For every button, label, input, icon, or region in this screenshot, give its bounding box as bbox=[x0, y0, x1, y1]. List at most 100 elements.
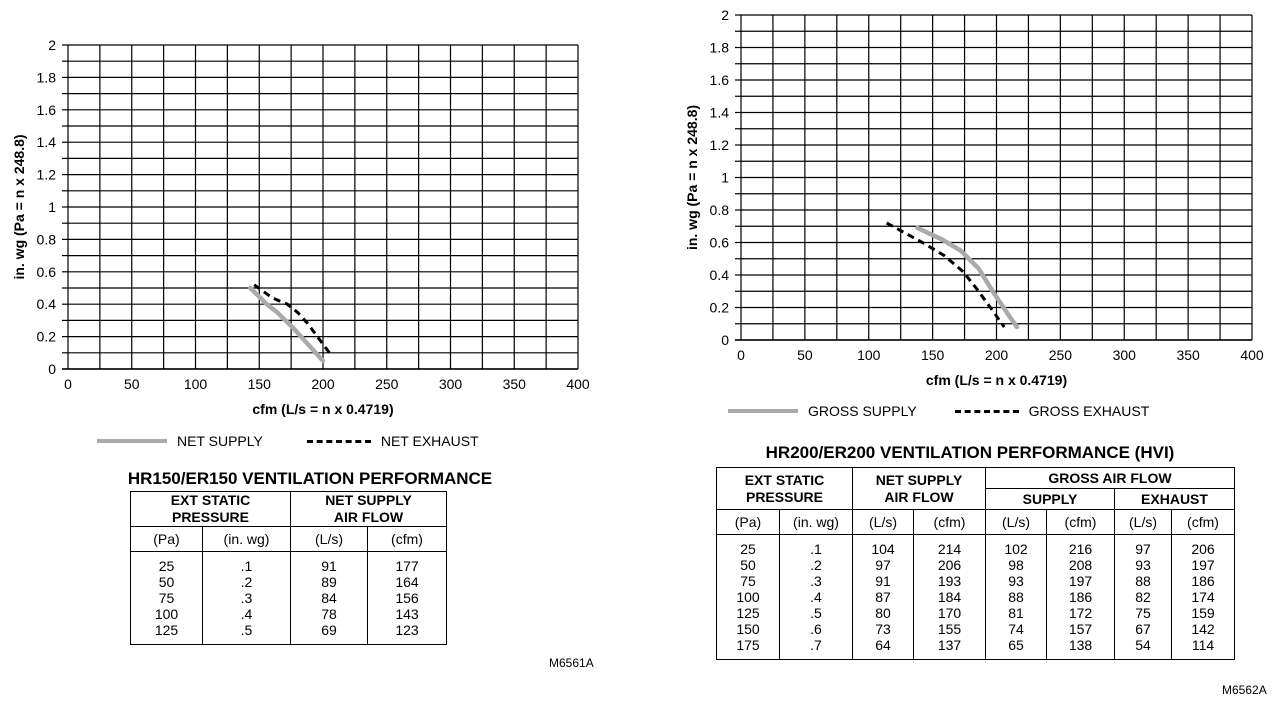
unit-header: (cfm) bbox=[367, 526, 447, 552]
table-cell: 208 bbox=[1046, 557, 1115, 573]
legend-swatch-net-exhaust bbox=[306, 439, 371, 443]
table-cell: 84 bbox=[290, 590, 368, 606]
y-tick-label: 0.4 bbox=[37, 296, 57, 312]
table-cell: 78 bbox=[290, 606, 368, 622]
header-net-supply-air-flow: NET SUPPLY AIR FLOW bbox=[852, 467, 986, 510]
x-axis-label: cfm (L/s = n x 0.4719) bbox=[926, 372, 1067, 388]
unit-header: (in. wg) bbox=[202, 526, 291, 552]
table-cell: 25 bbox=[716, 534, 780, 557]
x-tick-label: 250 bbox=[375, 376, 399, 392]
y-axis-label: in. wg (Pa = n x 248.8) bbox=[11, 134, 27, 279]
table-cell: .7 bbox=[779, 637, 853, 660]
table-cell: 65 bbox=[985, 637, 1047, 660]
table-cell: 87 bbox=[852, 589, 914, 605]
x-tick-label: 350 bbox=[1176, 347, 1200, 363]
table-row: 125.5 69 123 bbox=[130, 622, 447, 645]
table-cell: 216 bbox=[1046, 534, 1115, 557]
table-cell: 75 bbox=[1114, 605, 1172, 621]
series-line-net-supply bbox=[248, 285, 326, 364]
table-row: 175.7 64 137 65 138 54 114 bbox=[716, 637, 1235, 660]
x-tick-label: 300 bbox=[439, 376, 463, 392]
series-line-gross-supply bbox=[915, 225, 1020, 330]
table-cell: 197 bbox=[1171, 557, 1235, 573]
table-cell: 88 bbox=[1114, 573, 1172, 589]
y-tick-label: 1.8 bbox=[37, 69, 57, 85]
table-cell: 214 bbox=[913, 534, 986, 557]
table-cell: 91 bbox=[290, 551, 368, 574]
table-row: 25.1 91 177 bbox=[130, 551, 447, 574]
table-row: 50.2 97 206 98 208 93 197 bbox=[716, 557, 1235, 573]
y-tick-label: 0.2 bbox=[37, 329, 57, 345]
table-cell: 82 bbox=[1114, 589, 1172, 605]
x-tick-label: 50 bbox=[797, 347, 813, 363]
table-cell: 150 bbox=[716, 621, 780, 637]
series-line-net-exhaust bbox=[253, 283, 331, 354]
table-cell: .6 bbox=[779, 621, 853, 637]
table-cell: .2 bbox=[202, 574, 291, 590]
x-tick-label: 350 bbox=[503, 376, 527, 392]
y-tick-label: 0.2 bbox=[710, 300, 730, 316]
table-cell: .5 bbox=[202, 622, 291, 645]
table-row: 150.6 73 155 74 157 67 142 bbox=[716, 621, 1235, 637]
y-tick-label: 0 bbox=[48, 361, 56, 377]
y-tick-label: 0 bbox=[721, 332, 729, 348]
table-cell: 50 bbox=[130, 574, 203, 590]
table-cell: .3 bbox=[202, 590, 291, 606]
x-tick-label: 0 bbox=[737, 347, 745, 363]
header-net-supply-air-flow: NET SUPPLY AIR FLOW bbox=[290, 491, 447, 527]
legend-label-net-supply: NET SUPPLY bbox=[177, 433, 263, 449]
unit-header: (Pa) bbox=[130, 526, 203, 552]
table-cell: 159 bbox=[1171, 605, 1235, 621]
table-cell: 125 bbox=[130, 622, 203, 645]
table-cell: .1 bbox=[202, 551, 291, 574]
x-tick-label: 300 bbox=[1113, 347, 1137, 363]
x-tick-label: 400 bbox=[1240, 347, 1264, 363]
table-cell: 206 bbox=[1171, 534, 1235, 557]
table-cell: 64 bbox=[852, 637, 914, 660]
y-tick-label: 1.4 bbox=[710, 105, 730, 121]
table-cell: .3 bbox=[779, 573, 853, 589]
table-cell: .4 bbox=[779, 589, 853, 605]
legend-left: NET SUPPLY NET EXHAUST bbox=[97, 433, 479, 449]
x-tick-label: 100 bbox=[184, 376, 208, 392]
legend-label-gross-exhaust: GROSS EXHAUST bbox=[1028, 403, 1150, 419]
x-tick-label: 100 bbox=[857, 347, 881, 363]
legend-swatch-net-supply bbox=[97, 439, 167, 443]
y-tick-label: 1.2 bbox=[710, 137, 730, 153]
table-cell: 138 bbox=[1046, 637, 1115, 660]
unit-header: (in. wg) bbox=[779, 509, 853, 535]
table-cell: 157 bbox=[1046, 621, 1115, 637]
unit-header: (cfm) bbox=[1046, 509, 1115, 535]
figure-code-left: M6561A bbox=[549, 656, 594, 670]
table-cell: 123 bbox=[367, 622, 447, 645]
header-gross-air-flow: GROSS AIR FLOW bbox=[985, 467, 1235, 489]
header-ext-static-pressure: EXT STATIC PRESSURE bbox=[716, 467, 853, 510]
x-tick-label: 50 bbox=[124, 376, 140, 392]
table-row: 100.4 78 143 bbox=[130, 606, 447, 622]
y-tick-label: 0.6 bbox=[710, 235, 730, 251]
table-cell: 75 bbox=[716, 573, 780, 589]
table-cell: 172 bbox=[1046, 605, 1115, 621]
table-cell: 89 bbox=[290, 574, 368, 590]
table-cell: 143 bbox=[367, 606, 447, 622]
table-cell: .4 bbox=[202, 606, 291, 622]
header-ext-static-line2: PRESSURE bbox=[745, 488, 824, 505]
y-tick-label: 1.6 bbox=[37, 102, 57, 118]
table-row: 75.3 84 156 bbox=[130, 590, 447, 606]
table-cell: 174 bbox=[1171, 589, 1235, 605]
table-cell: 80 bbox=[852, 605, 914, 621]
x-axis-label: cfm (L/s = n x 0.4719) bbox=[252, 401, 393, 417]
table-cell: 114 bbox=[1171, 637, 1235, 660]
table-cell: 74 bbox=[985, 621, 1047, 637]
table-cell: .1 bbox=[779, 534, 853, 557]
table-cell: 67 bbox=[1114, 621, 1172, 637]
chart-left: 0 0.2 0.4 0.6 0.8 1 1.2 1.4 1.6 1.8 2 0 50 100 150 200 2… bbox=[11, 37, 590, 417]
y-tick-label: 1.8 bbox=[710, 40, 730, 56]
table-cell: 50 bbox=[716, 557, 780, 573]
table-cell: .2 bbox=[779, 557, 853, 573]
table-row: 25.1 104 214 102 216 97 206 bbox=[716, 534, 1235, 557]
legend-right: GROSS SUPPLY GROSS EXHAUST bbox=[728, 403, 1149, 419]
header-net-supply-line2: AIR FLOW bbox=[884, 488, 954, 505]
unit-header: (cfm) bbox=[913, 509, 986, 535]
header-gross-exhaust: EXHAUST bbox=[1114, 488, 1235, 510]
